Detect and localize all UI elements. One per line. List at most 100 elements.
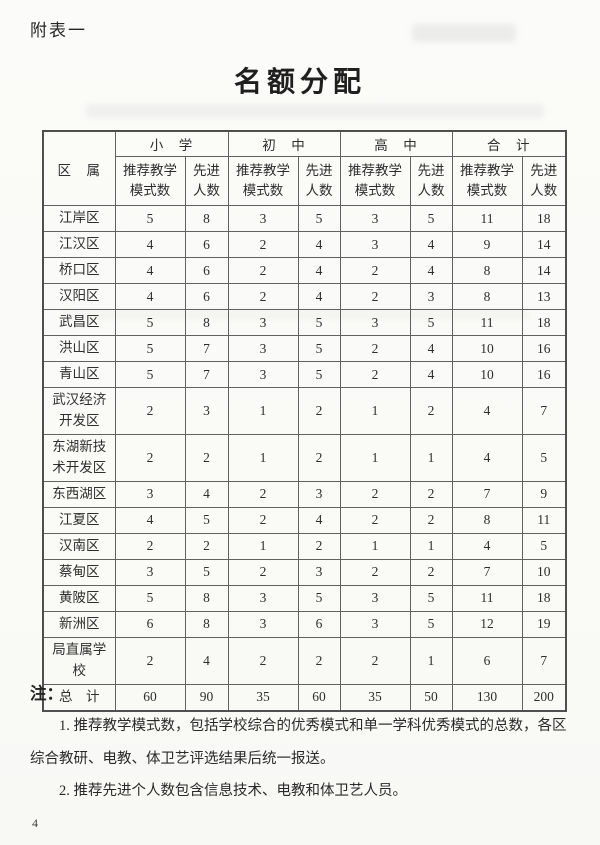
value-cell: 5 (409, 309, 453, 336)
value-cell: 2 (227, 558, 299, 586)
value-cell: 2 (409, 387, 453, 435)
value-cell: 5 (297, 309, 341, 336)
table-header-row-subs: 推荐教学 模式数 先进 人数 推荐教学 模式数 先进 人数 推荐教学 模式数 先… (43, 156, 567, 206)
value-cell: 8 (451, 506, 523, 534)
value-cell: 3 (339, 205, 411, 232)
subheader-model-total: 推荐教学 模式数 (451, 156, 523, 206)
value-cell: 8 (184, 309, 229, 336)
value-cell: 3 (227, 335, 299, 362)
subheader-advanced-total: 先进 人数 (521, 156, 567, 206)
value-cell: 3 (227, 361, 299, 388)
value-cell: 5 (409, 610, 453, 638)
value-cell: 5 (521, 532, 567, 560)
value-cell: 4 (114, 283, 186, 310)
value-cell: 2 (297, 532, 341, 560)
district-cell: 武昌区 (42, 309, 116, 336)
value-cell: 14 (521, 257, 567, 284)
subheader-advanced-primary: 先进 人数 (184, 156, 229, 206)
value-cell: 6 (114, 610, 186, 638)
value-cell: 3 (227, 610, 299, 638)
value-cell: 4 (409, 231, 453, 258)
table-row: 东湖新技 术开发区 2 2 1 2 1 1 4 5 (42, 433, 567, 482)
subheader-advanced-senior: 先进 人数 (409, 156, 453, 206)
table-row: 江岸区 5 8 3 5 3 5 11 18 (42, 205, 567, 232)
value-cell: 2 (297, 433, 341, 482)
value-cell: 11 (451, 584, 523, 612)
value-cell: 16 (521, 361, 567, 388)
value-cell: 6 (184, 283, 229, 310)
value-cell: 2 (339, 283, 411, 310)
value-cell: 5 (521, 433, 567, 482)
table-body: 江岸区 5 8 3 5 3 5 11 18 江汉区 4 6 2 4 3 4 9 … (42, 205, 567, 712)
value-cell: 3 (339, 309, 411, 336)
value-cell: 5 (297, 584, 341, 612)
table-row: 武昌区 5 8 3 5 3 5 11 18 (42, 309, 567, 336)
value-cell: 4 (451, 433, 523, 482)
table-row: 汉南区 2 2 1 2 1 1 4 5 (42, 532, 567, 560)
value-cell: 4 (297, 257, 341, 284)
value-cell: 2 (184, 532, 229, 560)
value-cell: 4 (114, 231, 186, 258)
value-cell: 4 (409, 335, 453, 362)
subheader-advanced-junior: 先进 人数 (297, 156, 341, 206)
district-cell: 局直属学 校 (42, 636, 116, 685)
value-cell: 5 (114, 361, 186, 388)
value-cell: 2 (114, 387, 186, 435)
value-cell: 5 (114, 335, 186, 362)
value-cell: 3 (339, 584, 411, 612)
value-cell: 6 (184, 257, 229, 284)
value-cell: 18 (521, 309, 567, 336)
table-corner-header: 区 属 (42, 130, 116, 206)
table-row: 江夏区 4 5 2 4 2 2 8 11 (42, 506, 567, 534)
scan-smudge (86, 104, 544, 118)
table-row: 桥口区 4 6 2 4 2 4 8 14 (42, 257, 567, 284)
value-cell: 4 (451, 387, 523, 435)
value-cell: 1 (339, 387, 411, 435)
table-row: 黄陂区 5 8 3 5 3 5 11 18 (42, 584, 567, 612)
value-cell: 4 (409, 361, 453, 388)
group-header-senior: 高 中 (339, 130, 453, 157)
value-cell: 2 (114, 636, 186, 685)
table-row: 新洲区 6 8 3 6 3 5 12 19 (42, 610, 567, 638)
value-cell: 3 (114, 480, 186, 508)
value-cell: 2 (339, 257, 411, 284)
value-cell: 10 (451, 335, 523, 362)
value-cell: 1 (339, 532, 411, 560)
value-cell: 2 (227, 283, 299, 310)
appendix-label: 附表一 (30, 21, 87, 40)
value-cell: 6 (297, 610, 341, 638)
district-cell: 蔡甸区 (42, 558, 116, 586)
table-row: 局直属学 校 2 4 2 2 2 1 6 7 (42, 636, 567, 685)
district-cell: 江岸区 (42, 205, 116, 232)
value-cell: 3 (339, 231, 411, 258)
value-cell: 1 (339, 433, 411, 482)
group-header-primary: 小 学 (114, 130, 229, 157)
value-cell: 5 (184, 506, 229, 534)
value-cell: 2 (227, 506, 299, 534)
district-cell: 汉南区 (42, 532, 116, 560)
table-row: 蔡甸区 3 5 2 3 2 2 7 10 (42, 558, 567, 586)
value-cell: 5 (297, 361, 341, 388)
value-cell: 16 (521, 335, 567, 362)
table-header-row-groups: 区 属 小 学 初 中 高 中 合 计 (42, 130, 567, 206)
value-cell: 8 (451, 283, 523, 310)
value-cell: 2 (114, 433, 186, 482)
value-cell: 130 (451, 683, 523, 712)
value-cell: 6 (184, 231, 229, 258)
value-cell: 11 (451, 205, 523, 232)
value-cell: 35 (339, 683, 411, 712)
value-cell: 3 (227, 309, 299, 336)
value-cell: 8 (451, 257, 523, 284)
value-cell: 10 (451, 361, 523, 388)
value-cell: 4 (297, 506, 341, 534)
value-cell: 60 (114, 683, 186, 712)
value-cell: 2 (227, 480, 299, 508)
value-cell: 13 (521, 283, 567, 310)
subheader-model-junior: 推荐教学 模式数 (227, 156, 299, 206)
value-cell: 4 (297, 283, 341, 310)
value-cell: 1 (227, 433, 299, 482)
value-cell: 5 (297, 335, 341, 362)
value-cell: 5 (114, 205, 186, 232)
value-cell: 14 (521, 231, 567, 258)
